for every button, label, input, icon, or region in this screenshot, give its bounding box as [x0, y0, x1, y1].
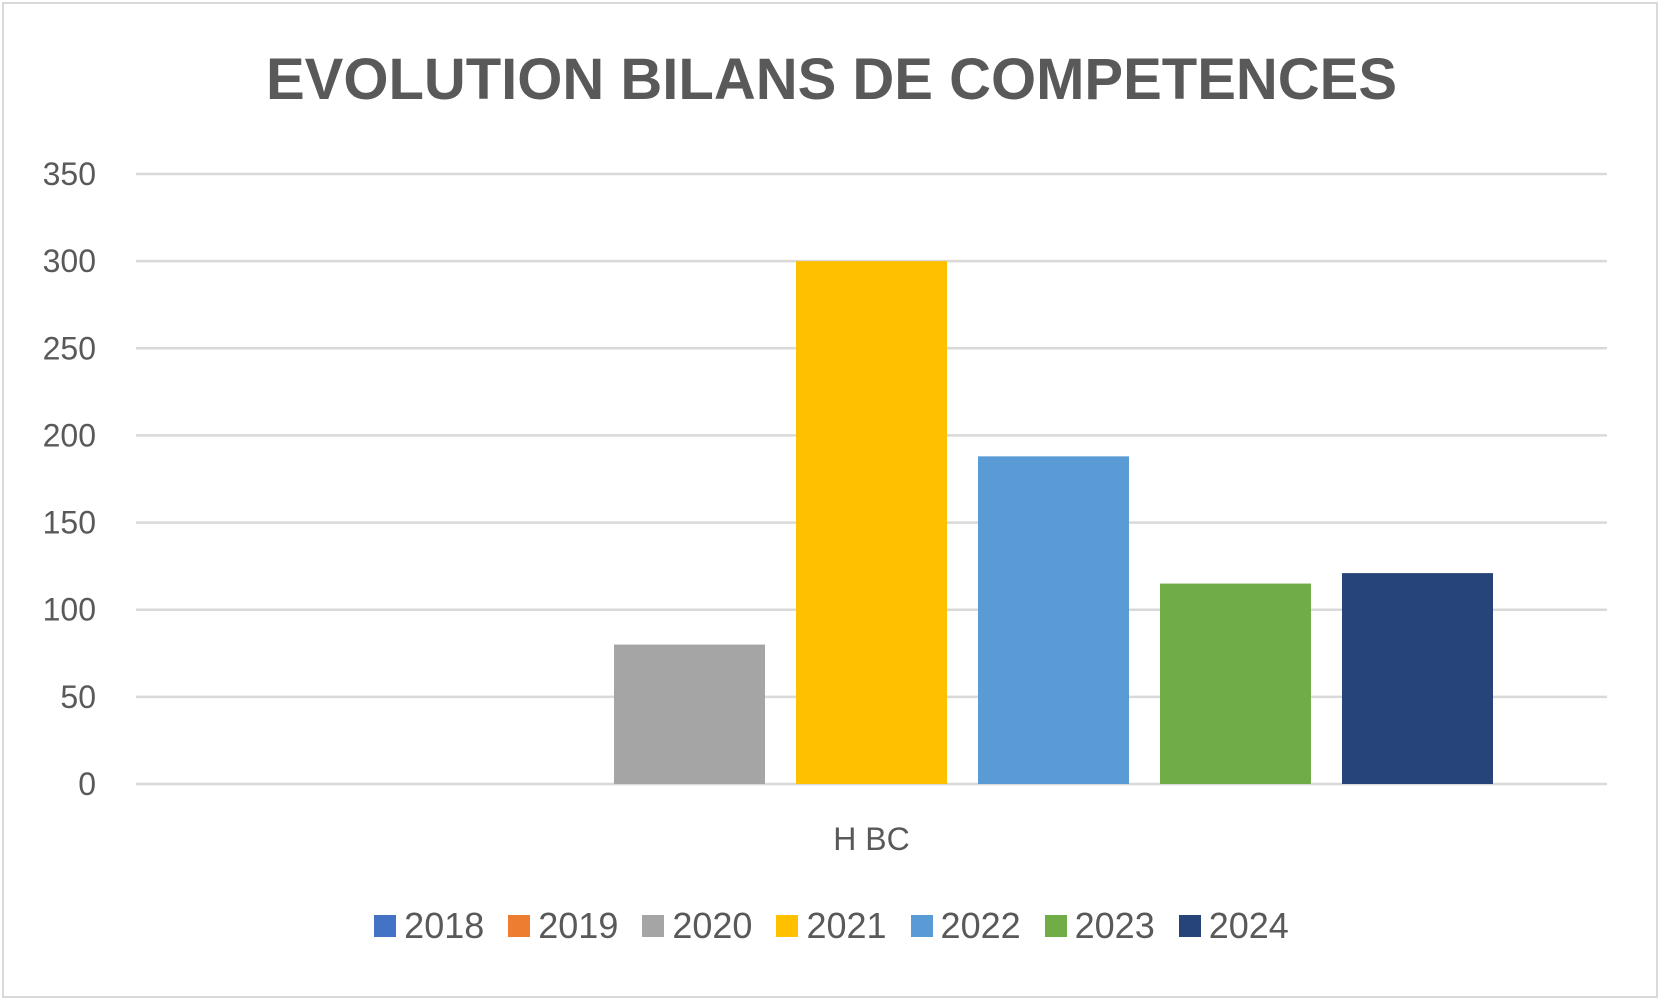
y-tick-label: 0	[78, 766, 96, 802]
category-label: H BC	[833, 821, 909, 857]
legend-item-2022: 2022	[910, 905, 1021, 947]
legend-label: 2018	[404, 905, 485, 946]
legend-item-2024: 2024	[1178, 905, 1289, 947]
legend-swatch	[910, 915, 933, 937]
legend: 2018 2019 2020 2021 2022 2023 2024	[0, 905, 1663, 947]
legend-swatch	[642, 915, 665, 937]
legend-item-2019: 2019	[508, 905, 618, 947]
legend-label: 2019	[538, 905, 619, 946]
y-tick-label: 200	[43, 417, 96, 453]
bar-2022	[978, 456, 1129, 784]
legend-item-2018: 2018	[374, 905, 484, 947]
legend-swatch	[508, 915, 531, 937]
legend-label: 2024	[1208, 905, 1289, 946]
legend-label: 2020	[672, 905, 753, 946]
y-tick-label: 300	[43, 243, 96, 279]
chart-title: EVOLUTION BILANS DE COMPETENCES	[265, 47, 1398, 112]
legend-item-2021: 2021	[776, 905, 887, 947]
legend-swatch	[1044, 915, 1067, 937]
legend-item-2020: 2020	[642, 905, 752, 947]
legend-label: 2021	[806, 905, 887, 946]
bar-2020	[614, 644, 765, 784]
legend-swatch	[776, 915, 799, 937]
y-tick-label: 250	[43, 330, 96, 366]
bar-2021	[796, 261, 947, 785]
legend-item-2023: 2023	[1044, 905, 1155, 947]
y-tick-label: 350	[43, 156, 96, 192]
bar-2023	[1160, 583, 1311, 784]
legend-swatch	[1178, 915, 1201, 937]
y-tick-label: 100	[43, 592, 96, 628]
bar-2024	[1342, 573, 1493, 784]
y-tick-label: 150	[43, 505, 96, 541]
legend-label: 2023	[1074, 905, 1155, 946]
legend-label: 2022	[940, 905, 1021, 946]
y-tick-label: 50	[60, 679, 96, 715]
legend-swatch	[374, 915, 397, 937]
